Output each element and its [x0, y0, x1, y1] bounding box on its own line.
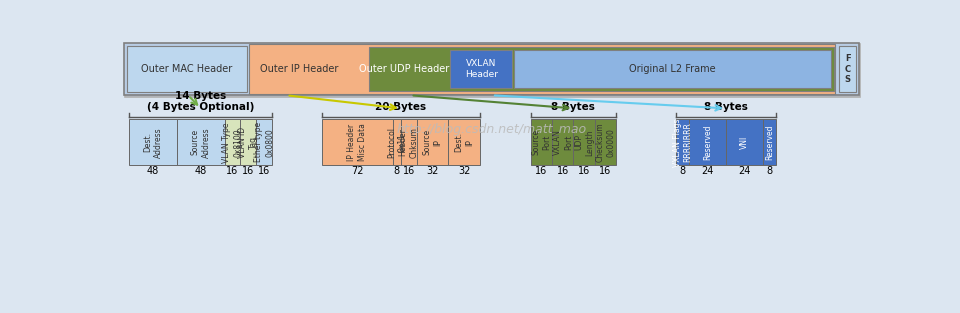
Bar [369, 47, 834, 91]
Bar [249, 44, 835, 94]
Bar [448, 119, 480, 165]
Text: 16: 16 [599, 166, 612, 176]
Text: 16: 16 [557, 166, 569, 176]
Text: Source
IP: Source IP [422, 129, 443, 155]
Text: 16: 16 [536, 166, 547, 176]
Bar [573, 119, 595, 165]
Text: 32: 32 [426, 166, 439, 176]
Text: http://blog.csdn.net/matt_mao: http://blog.csdn.net/matt_mao [396, 123, 588, 136]
Text: 20 Bytes: 20 Bytes [375, 102, 426, 112]
Bar [126, 44, 860, 97]
Bar [552, 119, 573, 165]
Bar [177, 119, 225, 165]
Text: Source
Address: Source Address [191, 127, 211, 157]
Bar [417, 119, 448, 165]
Bar [450, 50, 512, 88]
Text: VNI: VNI [740, 136, 749, 149]
Text: Header
Chksum: Header Chksum [398, 127, 419, 158]
Bar [401, 119, 417, 165]
Text: 24: 24 [701, 166, 713, 176]
Text: 48: 48 [195, 166, 206, 176]
Bar [225, 119, 240, 165]
Text: UDP
Length: UDP Length [574, 129, 594, 156]
Text: Reserved: Reserved [703, 125, 712, 160]
Text: VXLAN
Port: VXLAN Port [553, 129, 573, 155]
Text: Dest.
Address: Dest. Address [143, 127, 163, 157]
Bar [514, 50, 831, 88]
Bar [322, 119, 393, 165]
Text: 14 Bytes
(4 Bytes Optional): 14 Bytes (4 Bytes Optional) [147, 91, 254, 112]
Text: Reserved: Reserved [765, 125, 774, 160]
Text: 16: 16 [227, 166, 239, 176]
Text: Source
Port: Source Port [532, 129, 551, 155]
Text: Outer UDP Header: Outer UDP Header [358, 64, 448, 74]
Text: VXLAN
Header: VXLAN Header [465, 59, 497, 79]
Text: 8 Bytes: 8 Bytes [704, 102, 748, 112]
Text: 72: 72 [351, 166, 364, 176]
Text: 48: 48 [147, 166, 159, 176]
Text: Ether type
0x0800: Ether type 0x0800 [254, 122, 275, 162]
Text: 8: 8 [394, 166, 400, 176]
Text: Protocol
0x11: Protocol 0x11 [387, 127, 407, 158]
Bar [127, 46, 247, 92]
Bar [677, 119, 689, 165]
Text: 8: 8 [680, 166, 685, 176]
Text: 16: 16 [402, 166, 415, 176]
Text: 8: 8 [766, 166, 773, 176]
Text: VLAN Type
0x8100: VLAN Type 0x8100 [223, 122, 243, 162]
Bar [393, 119, 401, 165]
Text: 16: 16 [258, 166, 271, 176]
Text: F
C
S: F C S [845, 54, 851, 84]
Bar [531, 119, 552, 165]
Text: 16: 16 [242, 166, 254, 176]
Bar [595, 119, 616, 165]
Text: Checksum
0x0000: Checksum 0x0000 [595, 122, 615, 162]
Text: IP Header
Misc Data: IP Header Misc Data [348, 123, 368, 161]
Bar [726, 119, 763, 165]
Bar [763, 119, 776, 165]
Text: Outer MAC Header: Outer MAC Header [141, 64, 232, 74]
Text: 16: 16 [578, 166, 590, 176]
Bar [130, 119, 177, 165]
Bar [839, 46, 856, 92]
Text: 8 Bytes: 8 Bytes [551, 102, 595, 112]
Bar [256, 119, 272, 165]
Text: Original L2 Frame: Original L2 Frame [629, 64, 716, 74]
Bar [124, 43, 858, 95]
Text: Outer IP Header: Outer IP Header [260, 64, 338, 74]
Bar [689, 119, 726, 165]
Text: 24: 24 [738, 166, 751, 176]
Text: VXLAN Flags
RRRRIRRR: VXLAN Flags RRRRIRRR [673, 118, 693, 167]
Text: 32: 32 [458, 166, 470, 176]
Text: VLAN ID
Tag: VLAN ID Tag [238, 127, 258, 158]
Text: Dest.
IP: Dest. IP [454, 132, 474, 152]
Bar [240, 119, 256, 165]
